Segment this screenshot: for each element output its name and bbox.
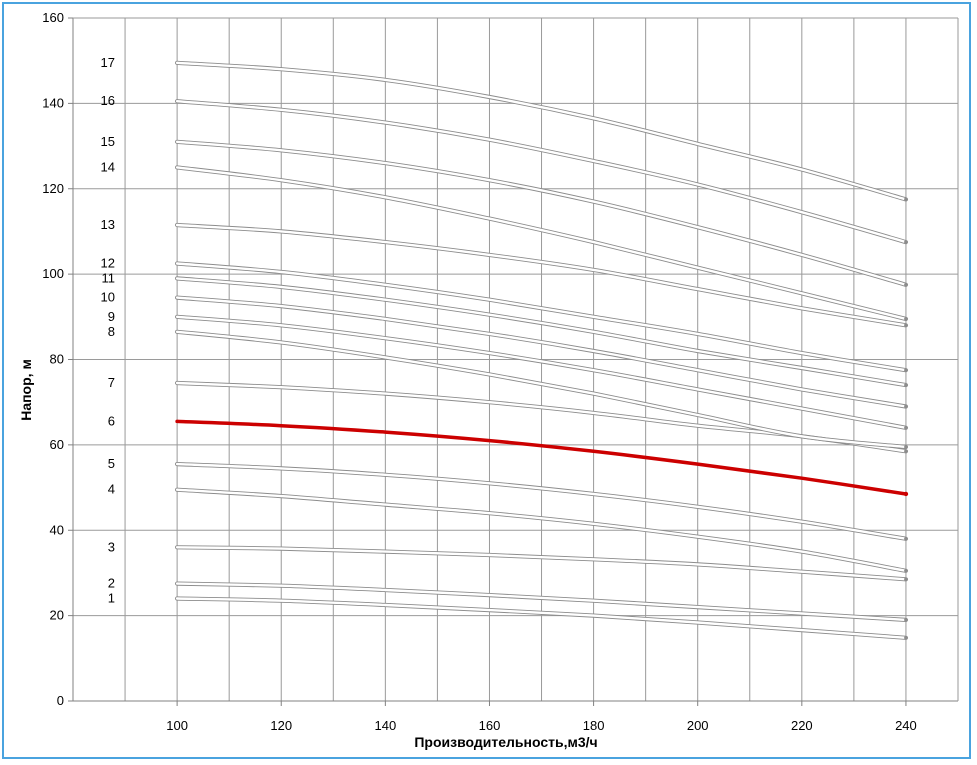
series-line-9 <box>175 315 908 429</box>
x-tick-label-120: 120 <box>270 718 292 733</box>
series-end-point-13 <box>904 323 908 328</box>
series-line-12 <box>175 262 908 372</box>
series-layer <box>175 60 909 640</box>
series-line-3 <box>175 546 908 581</box>
series-end-point-17 <box>904 197 908 202</box>
series-line-14 <box>175 166 908 321</box>
series-label-6: 6 <box>108 413 115 428</box>
series-label-1: 1 <box>108 591 115 606</box>
x-tick-label-240: 240 <box>895 718 917 733</box>
series-end-point-5 <box>904 536 908 541</box>
y-tick-label-160: 160 <box>42 10 64 25</box>
series-label-16: 16 <box>101 93 115 108</box>
x-tick-label-140: 140 <box>375 718 397 733</box>
y-tick-label-140: 140 <box>42 95 64 110</box>
series-line-17 <box>175 61 908 201</box>
series-end-point-2 <box>904 618 908 622</box>
series-label-11: 11 <box>102 270 116 285</box>
series-label-13: 13 <box>101 217 115 232</box>
y-tick-label-80: 80 <box>50 352 64 367</box>
series-line-10 <box>175 296 908 408</box>
series-line-1 <box>175 597 908 639</box>
series-end-point-7 <box>904 449 908 454</box>
series-label-5: 5 <box>108 456 115 471</box>
series-end-point-6 <box>903 491 909 497</box>
series-end-point-1 <box>904 636 908 640</box>
y-tick-label-120: 120 <box>42 181 64 196</box>
series-end-point-16 <box>904 240 908 244</box>
series-label-4: 4 <box>108 482 115 497</box>
series-label-15: 15 <box>101 134 115 149</box>
series-label-8: 8 <box>108 324 115 339</box>
x-tick-label-200: 200 <box>687 718 709 733</box>
grid <box>73 17 958 701</box>
series-label-3: 3 <box>108 539 115 554</box>
x-tick-label-100: 100 <box>166 718 188 733</box>
series-label-14: 14 <box>101 159 115 174</box>
series-end-point-3 <box>904 577 908 582</box>
y-tick-label-60: 60 <box>50 437 64 452</box>
x-axis-title: Производительность,м3/ч <box>414 734 597 750</box>
series-label-7: 7 <box>108 375 115 390</box>
series-label-17: 17 <box>101 55 115 70</box>
series-end-point-14 <box>904 317 908 321</box>
y-tick-label-20: 20 <box>50 608 64 623</box>
series-end-point-4 <box>904 569 908 573</box>
series-end-point-9 <box>904 426 908 430</box>
series-end-point-12 <box>904 368 908 372</box>
y-tick-label-40: 40 <box>50 522 64 537</box>
x-tick-label-160: 160 <box>479 718 501 733</box>
series-line-4 <box>175 488 908 572</box>
series-end-point-8 <box>904 445 908 449</box>
series-line-6 <box>175 419 908 496</box>
y-tick-label-0: 0 <box>57 693 64 708</box>
series-end-point-10 <box>904 404 908 409</box>
series-end-point-11 <box>904 383 908 387</box>
series-line-8 <box>175 330 908 449</box>
series-line-11 <box>175 277 908 387</box>
axes: 0 20 40 60 80 100 120 140 160 100 120 140 160 180 200 2… <box>42 10 959 733</box>
y-axis-title: Напор, м <box>18 359 34 421</box>
y-tick-label-100: 100 <box>42 266 64 281</box>
series-line-2 <box>175 582 908 622</box>
series-label-2: 2 <box>108 576 115 591</box>
series-line-16 <box>175 100 908 244</box>
series-line-5 <box>175 462 908 540</box>
series-end-point-15 <box>904 282 908 287</box>
series-label-9: 9 <box>108 309 115 324</box>
series-line-15 <box>175 140 908 286</box>
series-line-13 <box>175 223 908 327</box>
series-label-12: 12 <box>101 255 115 270</box>
x-tick-label-180: 180 <box>583 718 605 733</box>
x-tick-label-220: 220 <box>791 718 813 733</box>
series-label-10: 10 <box>101 290 115 305</box>
